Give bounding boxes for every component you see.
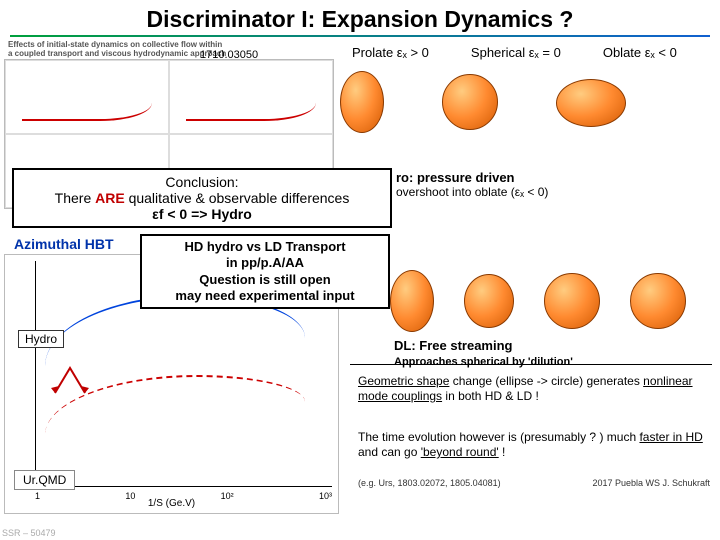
p2-b: faster in HD — [639, 430, 702, 444]
conc-l2-pre: There — [55, 190, 95, 206]
lower-region: Azimuthal HBT HD hydro vs LD Transport i… — [0, 230, 720, 540]
hydro-text-h2: overshoot into oblate (εₓ < 0) — [396, 185, 706, 199]
credit: 2017 Puebla WS J. Schukraft — [592, 478, 710, 488]
ldl-l1: DL: Free streaming — [394, 338, 512, 353]
sphere-ellipsoid-icon-2 — [544, 273, 600, 329]
p2-a: The time evolution however is (presumabl… — [358, 430, 639, 444]
shapes-row-bottom — [390, 270, 686, 332]
p1-a: Geometric shape — [358, 374, 449, 388]
x-axis — [35, 486, 332, 487]
conc-l2-post: qualitative & observable differences — [125, 190, 350, 206]
paragraph-2: The time evolution however is (presumabl… — [358, 430, 708, 460]
p2-e: ! — [499, 445, 506, 459]
prolate-ellipsoid-icon — [340, 71, 384, 133]
hdld-l1: HD hydro vs LD Transport — [146, 239, 384, 255]
label-oblate: Oblate εₓ < 0 — [603, 45, 677, 60]
label-prolate: Prolate εₓ > 0 — [352, 45, 429, 60]
conclusion-box: Conclusion: There ARE qualitative & obse… — [12, 168, 392, 228]
ldl-l2: Approaches spherical by 'dilution' — [394, 356, 573, 368]
p1-d: in both HD & LD ! — [442, 389, 539, 403]
title-divider — [10, 35, 710, 37]
hdld-box: HD hydro vs LD Transport in pp/p.A/AA Qu… — [140, 234, 390, 309]
azimuthal-label: Azimuthal HBT — [14, 236, 114, 252]
shapes-row-top — [340, 71, 626, 133]
conc-l2-are: ARE — [95, 190, 125, 206]
horizontal-rule — [350, 364, 712, 365]
hydro-text: ro: pressure driven overshoot into oblat… — [396, 170, 706, 199]
p2-c: and can go — [358, 445, 421, 459]
p2-d: 'beyond round' — [421, 445, 499, 459]
y-axis — [35, 261, 36, 487]
hdld-l2: in pp/p.A/AA — [146, 255, 384, 271]
nearsphere-ellipsoid-icon — [464, 274, 514, 328]
mini-plot-1 — [169, 60, 333, 134]
slide-title: Discriminator I: Expansion Dynamics ? — [0, 0, 720, 35]
label-spherical: Spherical εₓ = 0 — [471, 45, 561, 60]
shape-labels-row: Prolate εₓ > 0 Spherical εₓ = 0 Oblate ε… — [352, 45, 677, 60]
prolate-ellipsoid-icon-2 — [390, 270, 434, 332]
refs-small: (e.g. Urs, 1803.02072, 1805.04081) — [358, 478, 501, 488]
mini-plot-0 — [5, 60, 169, 134]
paragraph-1: Geometric shape change (ellipse -> circl… — [358, 374, 708, 404]
conclusion-line3: εf < 0 => Hydro — [20, 206, 384, 222]
p1-b: change (ellipse -> circle) generates — [449, 374, 643, 388]
hdld-l4: may need experimental input — [146, 288, 384, 304]
watermark: SSR – 50479 — [2, 528, 56, 538]
hydro-text-h1: ro: pressure driven — [396, 170, 706, 185]
sphere-ellipsoid-icon — [442, 74, 498, 130]
oblate-ellipsoid-icon — [556, 79, 626, 127]
conclusion-line1: Conclusion: — [20, 174, 384, 190]
arrow-annotation-icon — [50, 358, 90, 398]
hydro-tag: Hydro — [18, 330, 64, 348]
paper-subtitle: Effects of initial-state dynamics on col… — [8, 41, 228, 59]
sphere-ellipsoid-icon-3 — [630, 273, 686, 329]
urqmd-tag: Ur.QMD — [14, 470, 75, 490]
conclusion-line2: There ARE qualitative & observable diffe… — [20, 190, 384, 206]
hdld-l3: Question is still open — [146, 272, 384, 288]
x-label: 1/S (Ge.V) — [5, 498, 338, 509]
